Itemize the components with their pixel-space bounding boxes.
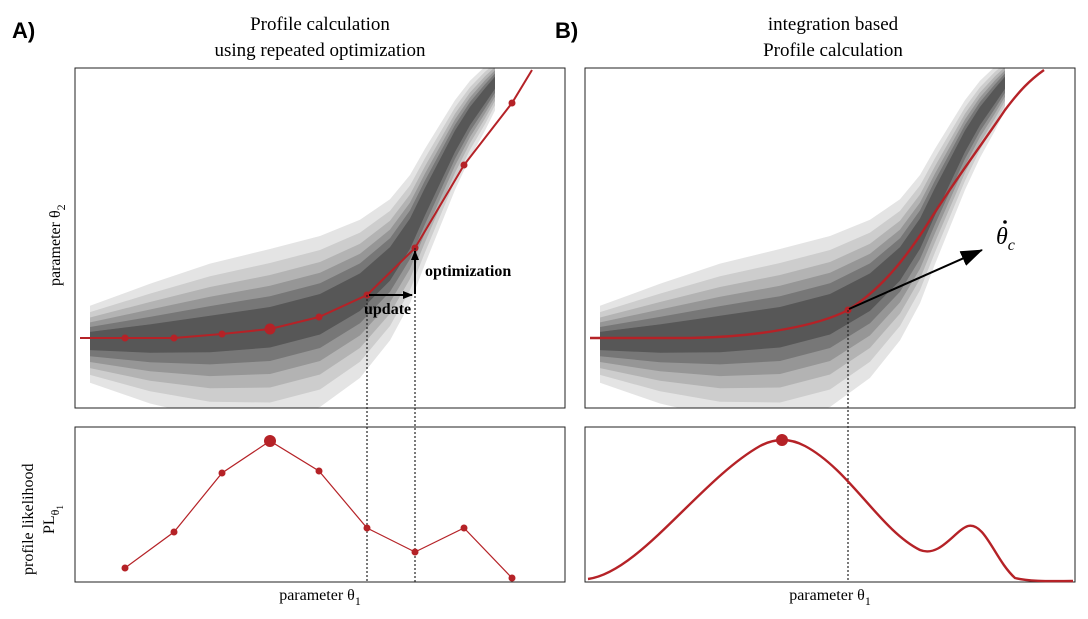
panel-b-max-point <box>776 434 788 446</box>
panel-b-letter: B) <box>555 18 578 43</box>
likelihood-point <box>170 528 178 536</box>
likelihood-point <box>121 564 129 572</box>
contour-band <box>600 76 1005 353</box>
panel-b-profile-line <box>590 69 1045 340</box>
panel-b-bottom-frame <box>584 426 1076 583</box>
likelihood-point <box>508 574 516 582</box>
panel-b-contours <box>600 68 1005 408</box>
likelihood-point <box>363 524 371 532</box>
panel-b-xlabel: parameter θ1 <box>789 587 871 608</box>
tangent-arrow <box>848 249 983 310</box>
update-label: update <box>364 301 411 318</box>
optimization-label: optimization <box>425 263 511 280</box>
panel-a-top-frame <box>74 67 566 409</box>
panel-b-title-line2: Profile calculation <box>763 40 903 61</box>
panel-b-top-frame <box>584 67 1076 409</box>
theta-dot-mark <box>1003 220 1007 224</box>
panel-a-ylabel-bottom-1: profile likelihood <box>20 463 37 575</box>
panel-a-profile-path <box>80 69 533 342</box>
profile-point <box>508 99 516 107</box>
panel-b-likelihood-curve <box>587 438 1074 583</box>
panel-a: A) Profile calculation using repeated op… <box>12 14 566 608</box>
panel-b: B) integration based Profile calculation… <box>555 14 1076 608</box>
likelihood-point <box>315 467 323 475</box>
profile-point <box>460 161 468 169</box>
profile-point <box>264 323 276 335</box>
likelihood-point <box>460 524 468 532</box>
panel-a-ylabel-top: parameter θ2 <box>47 204 68 286</box>
likelihood-point <box>411 548 419 556</box>
panel-a-contours <box>90 68 495 408</box>
panel-a-bottom-frame <box>74 426 566 583</box>
panel-b-title-line1: integration based <box>768 14 899 35</box>
panel-a-likelihood-line <box>124 440 513 579</box>
profile-point <box>121 334 129 342</box>
panel-a-ylabel-bottom-2: PLθ1 <box>41 505 65 534</box>
panel-a-title-line2: using repeated optimization <box>214 40 426 61</box>
profile-point <box>315 313 323 321</box>
panel-a-xlabel: parameter θ1 <box>279 587 361 608</box>
panel-a-title-line1: Profile calculation <box>250 14 390 35</box>
profile-point <box>170 334 178 342</box>
panel-a-letter: A) <box>12 18 35 43</box>
contour-band <box>90 76 495 353</box>
theta-c-label: θc <box>996 224 1015 254</box>
likelihood-point <box>218 469 226 477</box>
likelihood-point <box>264 435 276 447</box>
profile-point <box>218 330 226 338</box>
